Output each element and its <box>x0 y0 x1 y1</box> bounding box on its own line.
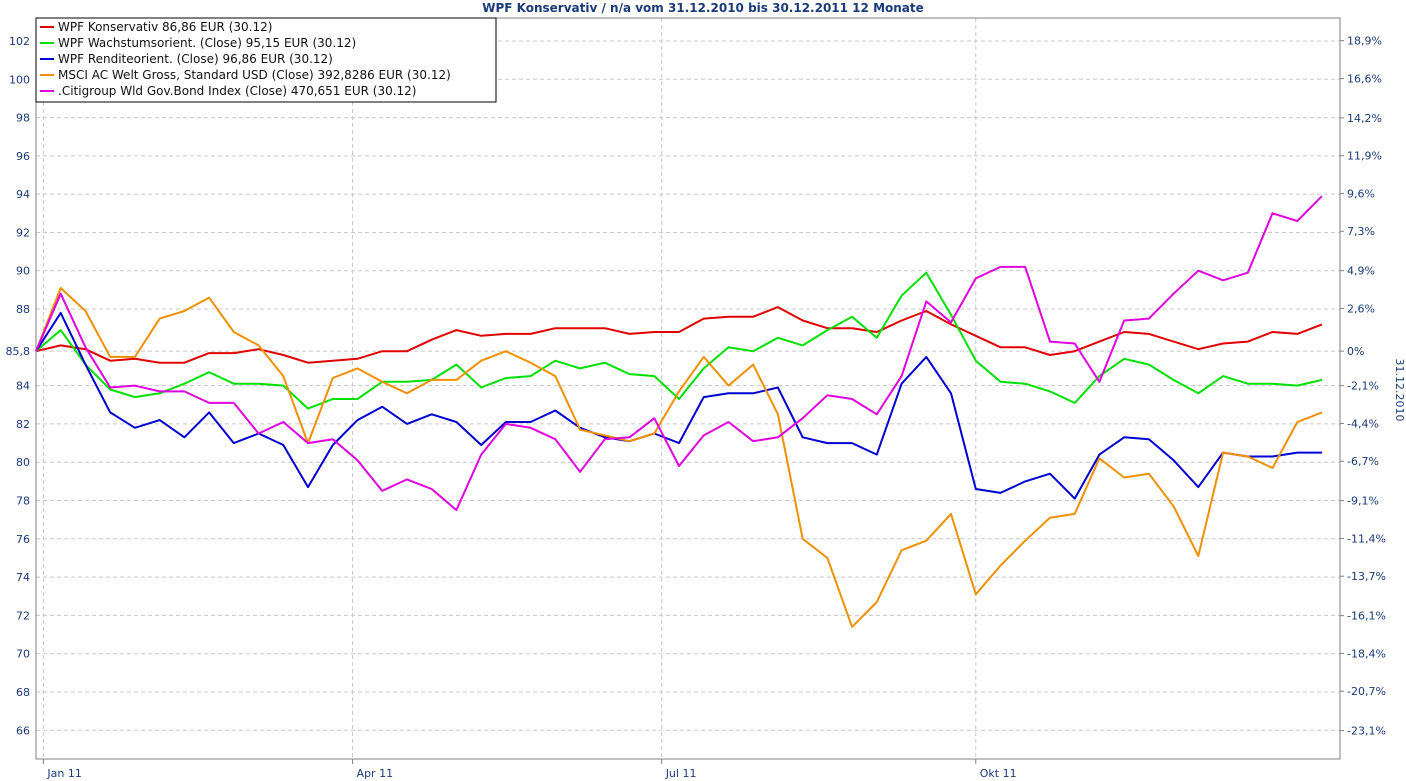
legend-label: MSCI AC Welt Gross, Standard USD (Close)… <box>58 68 451 82</box>
legend-label: WPF Renditeorient. (Close) 96,86 EUR (30… <box>58 52 333 66</box>
series-line-1 <box>35 271 1323 410</box>
right-tick-label: 16,6% <box>1347 72 1382 85</box>
right-tick-label: -9,1% <box>1347 495 1379 508</box>
left-tick-label: 90 <box>16 265 30 278</box>
left-tick-label: 94 <box>16 188 30 201</box>
right-tick-label: 2,6% <box>1347 302 1375 315</box>
right-tick-label: -4,4% <box>1347 417 1379 430</box>
right-axis-ticks: 18,9% 16,6% 14,2% 11,9% 9,6% 7,3% 4,9% 2,6% 0% -2… <box>1340 35 1386 738</box>
left-tick-label: 98 <box>16 112 30 125</box>
legend-label: WPF Wachstumsorient. (Close) 95,15 EUR (… <box>58 36 356 50</box>
plot-frame <box>35 17 1341 760</box>
right-tick-label: 7,3% <box>1347 225 1375 238</box>
legend-box <box>35 17 497 103</box>
right-tick-label: -11,4% <box>1347 532 1386 545</box>
left-tick-label: 100 <box>9 73 30 86</box>
right-tick-label: -23,1% <box>1347 725 1386 738</box>
right-tick-label: -2,1% <box>1347 380 1379 393</box>
right-axis-label: 31.12.2010 <box>1393 359 1406 422</box>
left-tick-label: 84 <box>16 380 30 393</box>
left-axis-ticks: 66 68 70 72 74 76 78 80 82 84 85,8 88 90 92 94 96 98 100 1… <box>6 35 31 737</box>
left-tick-label: 80 <box>16 456 30 469</box>
left-tick-label: 74 <box>16 571 30 584</box>
left-tick-label: 66 <box>16 724 30 737</box>
x-axis-ticks: Jan 11 Apr 11 Jul 11 Okt 11 <box>42 759 1017 780</box>
right-tick-label: 14,2% <box>1347 112 1382 125</box>
right-tick-label: 9,6% <box>1347 187 1375 200</box>
left-tick-label: 68 <box>16 686 30 699</box>
x-tick-label: Jul 11 <box>665 767 697 780</box>
right-tick-label: -16,1% <box>1347 610 1386 623</box>
right-tick-label: -13,7% <box>1347 570 1386 583</box>
left-tick-label: 92 <box>16 226 30 239</box>
chart-title: WPF Konservativ / n/a vom 31.12.2010 bis… <box>482 1 924 15</box>
left-tick-label: 70 <box>16 648 30 661</box>
right-tick-label: -20,7% <box>1347 685 1386 698</box>
legend-label: .Citigroup Wld Gov.Bond Index (Close) 47… <box>58 84 417 98</box>
right-tick-label: 18,9% <box>1347 35 1382 48</box>
left-tick-label: 102 <box>9 35 30 48</box>
legend-label: WPF Konservativ 86,86 EUR (30.12) <box>58 20 272 34</box>
left-tick-label: 88 <box>16 303 30 316</box>
x-tick-label: Jan 11 <box>46 767 81 780</box>
left-tick-label: 76 <box>16 533 30 546</box>
right-tick-label: 0% <box>1347 345 1364 358</box>
left-tick-label: 96 <box>16 150 30 163</box>
left-tick-label: 85,8 <box>6 345 31 358</box>
right-tick-label: 4,9% <box>1347 265 1375 278</box>
series-lines <box>35 195 1323 628</box>
grid-lines <box>36 18 1340 759</box>
series-line-2 <box>35 311 1322 500</box>
series-line-3 <box>35 287 1323 628</box>
left-tick-label: 82 <box>16 418 30 431</box>
left-tick-label: 78 <box>16 495 30 508</box>
series-line-0 <box>35 306 1323 364</box>
left-tick-label: 72 <box>16 609 30 622</box>
right-tick-label: -18,4% <box>1347 647 1386 660</box>
right-tick-label: 11,9% <box>1347 150 1382 163</box>
x-tick-label: Okt 11 <box>980 767 1017 780</box>
x-tick-label: Apr 11 <box>357 767 394 780</box>
series-line-4 <box>35 195 1323 512</box>
legend: WPF Konservativ 86,86 EUR (30.12) WPF Wac… <box>35 17 497 103</box>
right-tick-label: -6,7% <box>1347 455 1379 468</box>
